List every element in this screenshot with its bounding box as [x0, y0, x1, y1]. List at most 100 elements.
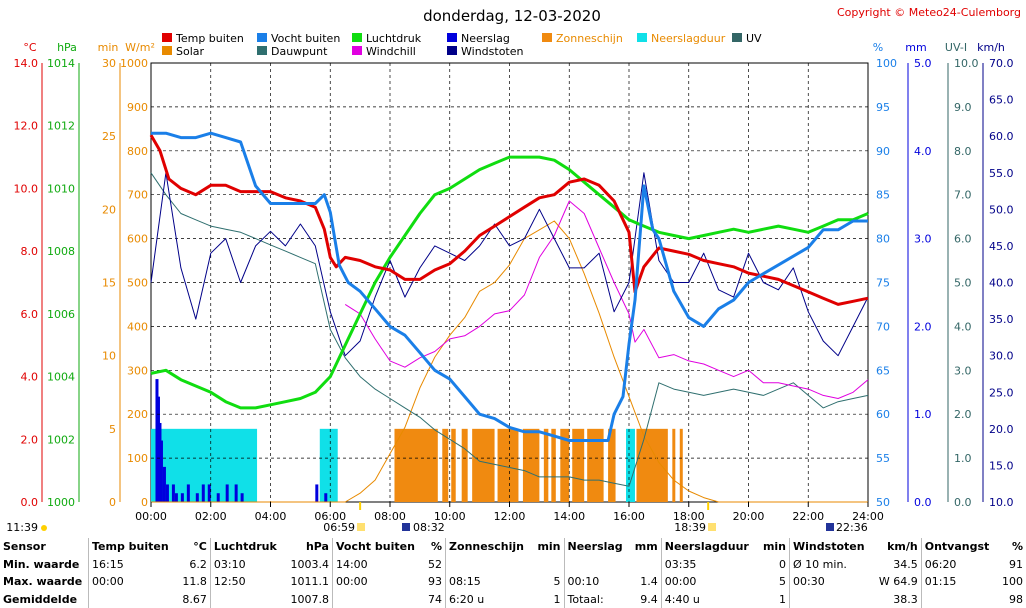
left-axis-tick: 14.0 — [14, 57, 39, 70]
rain-bar — [171, 484, 175, 502]
sunset-time: 18:39 — [674, 521, 706, 534]
left-axis-tick: 1004 — [47, 371, 75, 384]
sunshine-bar — [636, 428, 668, 502]
time-tick-label: 16:00 — [613, 510, 645, 523]
stats-cell-time: Ø 10 min. — [789, 555, 873, 573]
stats-cell-value: 1003.4 — [290, 557, 329, 571]
left-axis-tick: 6.0 — [21, 308, 39, 321]
legend-swatch — [637, 33, 647, 42]
rain-bar — [216, 493, 220, 502]
right-axis-tick: 25.0 — [989, 386, 1014, 399]
stats-cell-time: 01:15 — [920, 573, 998, 591]
stats-cell-value — [532, 556, 564, 574]
stats-cell-time: Totaal: — [563, 590, 630, 608]
sunshine-bar — [472, 428, 495, 502]
legend-swatch — [162, 46, 172, 55]
series-line-windstoten — [150, 172, 869, 357]
grid-lines — [151, 63, 868, 502]
stats-cell-time: 00:10 — [563, 573, 630, 591]
time-tick-label: 12:00 — [494, 510, 526, 523]
rain-bar — [180, 493, 184, 502]
sunshine-bar — [497, 428, 519, 502]
legend-label: Dauwpunt — [271, 45, 328, 58]
left-axis-tick: 900 — [127, 101, 148, 114]
legend-label: Neerslagduur — [651, 32, 726, 45]
right-axis-tick: 7.0 — [954, 189, 972, 202]
right-axis-tick: 55.0 — [989, 167, 1014, 180]
time-tick-label: 24:00 — [852, 510, 884, 523]
stats-cell-value: 1011.1 — [290, 575, 329, 589]
stats-header-label: Luchtdruk — [209, 538, 285, 556]
left-axis-tick: 20 — [102, 203, 116, 216]
stats-cell-time — [331, 590, 424, 608]
time-tick-label: 02:00 — [195, 510, 227, 523]
stats-cell-value — [630, 556, 661, 574]
sunshine-bar — [551, 428, 556, 502]
statistics-table: Sensor Temp buiten °C Luchtdruk hPa Vocht bui… — [0, 538, 1026, 608]
right-axis-unit: km/h — [977, 41, 1005, 54]
stats-cell-time — [920, 590, 998, 608]
stats-header-label: Ontvangst — [920, 538, 998, 556]
right-axis-tick: 60.0 — [989, 130, 1014, 143]
stats-row-label: Min. waarde — [3, 557, 80, 571]
right-axis-unit: mm — [905, 41, 926, 54]
right-axis-tick: 3.0 — [914, 233, 932, 246]
time-axis: 00:00 02:00 04:00 06:00 08:00 10:00 12:00 14:00… — [135, 502, 884, 523]
right-axis-tick: 20.0 — [989, 423, 1014, 436]
left-axis-unit: hPa — [57, 41, 77, 54]
right-axis-tick: 50 — [876, 496, 890, 509]
sunshine-bar — [394, 428, 438, 502]
right-axis-tick: 1.0 — [954, 452, 972, 465]
stats-cell-value: 1.4 — [640, 575, 658, 589]
right-axis-tick: 10.0 — [954, 57, 979, 70]
sun-moon-markers: 11:39 06:59 08:32 18:39 22:36 — [6, 502, 868, 534]
right-axis-tick: 65.0 — [989, 94, 1014, 107]
left-axis-tick: 300 — [127, 364, 148, 377]
right-axis-tick: 50.0 — [989, 203, 1014, 216]
rain-bar — [165, 484, 169, 502]
left-axis-tick: 1002 — [47, 433, 75, 446]
stats-header-sensor: Sensor — [3, 540, 46, 554]
copyright-text: Copyright © Meteo24-Culemborg — [837, 6, 1021, 19]
stats-cell-value: 38.3 — [893, 592, 918, 606]
series-line-dauwpunt — [150, 172, 869, 487]
stats-header-unit: min — [762, 540, 787, 554]
left-axis-tick: 0 — [141, 496, 148, 509]
weather-chart: donderdag, 12-03-2020 Copyright © Meteo2… — [6, 6, 1021, 534]
legend-label: Windstoten — [461, 45, 523, 58]
right-axis-tick: 35.0 — [989, 313, 1014, 326]
series-line-temp-buiten — [149, 134, 869, 306]
sunshine-bar — [543, 428, 549, 502]
stats-cell-time: 14:00 — [331, 555, 424, 573]
stats-cell-time: 00:00 — [88, 573, 178, 591]
right-axis-tick: 70 — [876, 320, 890, 333]
stats-header-label: Temp buiten — [88, 538, 178, 556]
legend-label: UV — [746, 32, 762, 45]
time-tick-label: 08:00 — [374, 510, 406, 523]
legend-swatch — [162, 33, 172, 42]
left-axis-tick: 100 — [127, 452, 148, 465]
time-tick-label: 22:00 — [792, 510, 824, 523]
sunset-icon — [708, 523, 716, 531]
stats-header-unit: °C — [193, 540, 207, 554]
left-axis-tick: 2.0 — [21, 433, 39, 446]
stats-header-label: Neerslagduur — [660, 538, 758, 556]
left-axis-tick: 1010 — [47, 182, 75, 195]
stats-header-unit: km/h — [887, 540, 918, 554]
right-axis-tick: 80 — [876, 233, 890, 246]
stats-cell-time — [88, 590, 178, 608]
stats-header-label: Neerslag — [563, 538, 630, 556]
left-axis-tick: 30 — [102, 57, 116, 70]
stats-header-unit: % — [1011, 540, 1023, 554]
legend-swatch — [352, 46, 362, 55]
legend-swatch — [447, 33, 457, 42]
sunshine-bar — [572, 428, 585, 502]
rain-bar — [174, 493, 178, 502]
stats-cell-value: 11.8 — [182, 575, 207, 589]
right-axis-tick: 0.0 — [954, 496, 972, 509]
right-axis-unit: UV-I — [945, 41, 967, 54]
stats-header-label: Windstoten — [789, 538, 873, 556]
time-tick-label: 10:00 — [434, 510, 466, 523]
left-axis-tick: 4.0 — [21, 371, 39, 384]
time-tick-label: 20:00 — [733, 510, 765, 523]
